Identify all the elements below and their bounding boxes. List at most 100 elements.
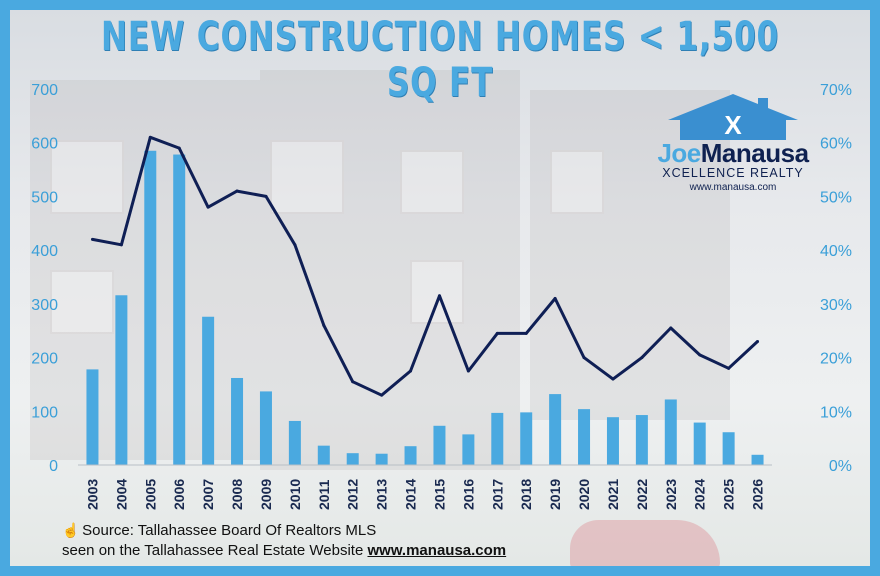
x-tick-label: 2016 [460, 479, 476, 510]
line-point-2025 [727, 366, 731, 370]
line-point-2009 [264, 194, 268, 198]
x-tick-label: 2020 [576, 479, 592, 510]
bar-2007 [202, 316, 215, 465]
line-point-2011 [322, 323, 326, 327]
y-left-tick-label: 0 [49, 458, 58, 475]
x-tick-label: 2005 [142, 479, 158, 510]
bar-2009 [259, 391, 272, 465]
background-window [550, 150, 604, 214]
line-point-2007 [206, 205, 210, 209]
bar-2003 [86, 369, 99, 465]
line-point-2003 [90, 237, 94, 241]
line-point-2005 [148, 135, 152, 139]
chart-title: NEW CONSTRUCTION HOMES < 1,500 SQ FT [100, 14, 780, 106]
y-left-tick-label: 300 [31, 297, 58, 314]
bar-2022 [635, 415, 648, 465]
source-link[interactable]: www.manausa.com [367, 542, 507, 559]
y-right-tick-label: 70% [820, 82, 852, 99]
logo-name-first: Joe [657, 138, 701, 168]
company-logo: X JoeManausa XCELLENCE REALTY www.manaus… [648, 92, 818, 196]
x-tick-label: 2017 [489, 479, 505, 510]
line-point-2021 [611, 377, 615, 381]
x-tick-label: 2010 [287, 479, 303, 510]
line-point-2012 [351, 380, 355, 384]
bar-2019 [549, 394, 562, 465]
line-point-2013 [380, 393, 384, 397]
x-tick-label: 2003 [84, 479, 100, 510]
bar-2026 [751, 454, 764, 465]
x-tick-label: 2006 [171, 479, 187, 510]
line-point-2015 [437, 294, 441, 298]
y-left-tick-label: 500 [31, 189, 58, 206]
x-tick-label: 2004 [113, 479, 129, 510]
line-point-2020 [582, 356, 586, 360]
y-left-tick-label: 400 [31, 243, 58, 260]
logo-name-last: Manausa [700, 138, 809, 168]
source-line-1: Source: Tallahassee Board Of Realtors ML… [82, 522, 377, 539]
line-point-2014 [409, 369, 413, 373]
background-car [570, 520, 720, 566]
line-point-2023 [669, 326, 673, 330]
bar-2016 [462, 434, 475, 465]
logo-name: JoeManausa [648, 138, 818, 169]
x-tick-label: 2011 [316, 479, 332, 510]
bar-2020 [578, 409, 591, 465]
y-right-tick-label: 20% [820, 351, 852, 368]
line-point-2004 [119, 243, 123, 247]
y-left-tick-label: 600 [31, 136, 58, 153]
background-window [410, 260, 464, 324]
line-series [92, 135, 759, 397]
line-point-2008 [235, 189, 239, 193]
line-point-2024 [698, 353, 702, 357]
background-window [400, 150, 464, 214]
x-tick-label: 2013 [374, 479, 390, 510]
pointing-hand-icon: ☝ [62, 522, 80, 538]
bar-2014 [404, 446, 417, 465]
y-right-tick-label: 0% [829, 458, 852, 475]
bar-2008 [231, 377, 244, 465]
y-left-tick-label: 200 [31, 351, 58, 368]
bar-2023 [664, 399, 677, 465]
source-line-2: seen on the Tallahassee Real Estate Webs… [62, 542, 368, 559]
bar-2005 [144, 150, 157, 465]
bar-2013 [375, 453, 388, 465]
y-right-tick-label: 40% [820, 243, 852, 260]
x-tick-label: 2014 [403, 479, 419, 510]
y-right-tick-label: 10% [820, 404, 852, 421]
x-tick-label: 2018 [518, 479, 534, 510]
logo-brand: XCELLENCE REALTY [662, 166, 804, 180]
bar-2017 [491, 412, 504, 465]
line-point-2006 [177, 146, 181, 150]
bar-2004 [115, 295, 128, 465]
x-tick-label: 2024 [692, 479, 708, 510]
x-tick-label: 2023 [663, 479, 679, 510]
y-left-tick-label: 100 [31, 404, 58, 421]
bar-2015 [433, 425, 446, 465]
line-point-2017 [495, 331, 499, 335]
x-tick-label: 2026 [750, 479, 766, 510]
bar-2012 [346, 453, 359, 465]
bar-2024 [693, 422, 706, 465]
line-point-2022 [640, 356, 644, 360]
y-right-tick-label: 30% [820, 297, 852, 314]
bar-2025 [722, 432, 735, 465]
y-right-tick-label: 50% [820, 189, 852, 206]
line-point-2010 [293, 243, 297, 247]
line-point-2016 [466, 369, 470, 373]
x-tick-label: 2012 [345, 479, 361, 510]
bar-2021 [606, 417, 619, 465]
background-window [50, 140, 124, 214]
x-tick-label: 2022 [634, 479, 650, 510]
y-right-tick-label: 60% [820, 136, 852, 153]
house-logo-icon: X [668, 94, 798, 140]
x-tick-label: 2009 [258, 479, 274, 510]
x-tick-label: 2015 [431, 479, 447, 510]
x-tick-label: 2007 [200, 479, 216, 510]
line-point-2018 [524, 331, 528, 335]
line-point-2026 [756, 339, 760, 343]
x-tick-label: 2019 [547, 479, 563, 510]
x-tick-label: 2021 [605, 479, 621, 510]
logo-site: www.manausa.com [689, 182, 777, 193]
line-point-2019 [553, 296, 557, 300]
